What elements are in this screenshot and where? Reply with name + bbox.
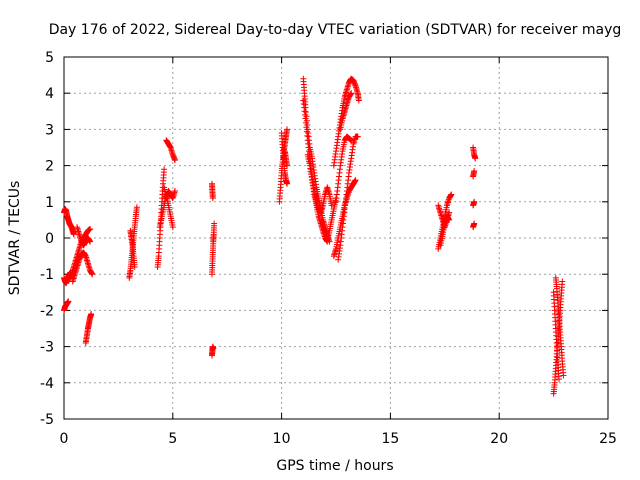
data-point	[88, 311, 95, 318]
y-tick-label: -5	[40, 412, 54, 428]
data-point	[471, 198, 478, 205]
data-point	[70, 231, 77, 238]
data-point	[171, 157, 178, 164]
x-tick-labels: 0 5 10 15 20 25	[60, 431, 617, 447]
y-tick-label: 1	[45, 195, 54, 211]
data-point	[133, 204, 140, 211]
data-point	[559, 278, 566, 285]
plot-frame	[63, 56, 609, 420]
data-point	[209, 195, 216, 202]
data-point	[284, 162, 291, 169]
y-tick-label: -4	[40, 376, 54, 392]
x-tick-label: 20	[490, 431, 508, 447]
y-tick-labels: -5 -4 -3 -2 -1 0 1 2 3 4 5	[40, 50, 54, 428]
data-point	[472, 155, 479, 162]
y-tick-label: 3	[45, 122, 54, 138]
data-point	[348, 137, 355, 144]
data-point	[169, 224, 176, 231]
y-tick-label: -1	[40, 267, 54, 283]
data-point	[348, 90, 355, 97]
x-axis-label: GPS time / hours	[276, 458, 393, 474]
data-point	[87, 225, 94, 232]
y-tick-label: 4	[45, 86, 54, 102]
data-point	[560, 372, 567, 379]
data-point	[446, 216, 453, 223]
data-point	[211, 220, 218, 227]
data-point	[446, 209, 453, 216]
chart-title: Day 176 of 2022, Sidereal Day-to-day VTE…	[49, 22, 622, 38]
y-tick-label: -3	[40, 340, 54, 356]
data-point	[354, 133, 361, 140]
y-tick-label: 2	[45, 159, 54, 175]
x-tick-label: 25	[599, 431, 617, 447]
y-axis-label: SDTVAR / TECUs	[7, 181, 23, 296]
data-point	[328, 202, 335, 209]
data-point	[210, 345, 217, 352]
data-point	[471, 168, 478, 175]
data-point	[556, 376, 563, 383]
data-point	[87, 238, 94, 245]
y-tick-label: 5	[45, 50, 54, 66]
y-tick-label: -2	[40, 303, 54, 319]
data-point	[171, 187, 178, 194]
x-tick-label: 0	[60, 431, 69, 447]
x-tick-label: 10	[273, 431, 291, 447]
x-tick-label: 5	[168, 431, 177, 447]
data-point	[89, 271, 96, 278]
y-tick-label: 0	[45, 231, 54, 247]
data-point	[352, 177, 359, 184]
data-point	[65, 298, 72, 305]
data-point	[284, 126, 291, 133]
data-point	[131, 263, 138, 270]
data-point	[355, 97, 362, 104]
x-tick-label: 15	[381, 431, 399, 447]
data-points	[61, 75, 567, 397]
data-point	[161, 166, 168, 173]
data-point	[284, 180, 291, 187]
data-point	[471, 220, 478, 227]
data-point	[448, 191, 455, 198]
